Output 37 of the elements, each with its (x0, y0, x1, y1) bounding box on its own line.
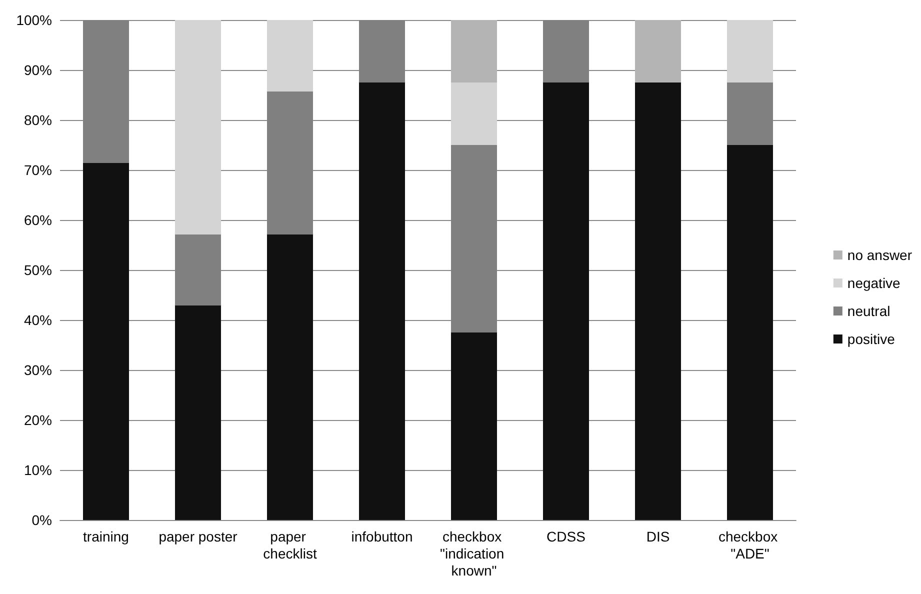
x-tick-label: paper poster (158, 528, 238, 544)
y-tick-label: 60% (24, 212, 52, 228)
legend-label: negative (847, 275, 901, 291)
bar (727, 20, 773, 82)
y-tick-label: 10% (24, 462, 52, 478)
x-tick-label: checkbox "ADE" (718, 528, 782, 562)
y-tick-label: 50% (24, 262, 52, 278)
bar (359, 82, 405, 520)
y-tick-label: 40% (24, 312, 52, 328)
legend-label: neutral (847, 303, 890, 319)
x-tick-label: CDSS (546, 528, 586, 544)
x-tick-label: training (83, 528, 129, 544)
bar (543, 82, 589, 520)
x-tick-label: paper checklist (263, 528, 317, 562)
x-tick-label: DIS (646, 528, 670, 544)
bar (83, 163, 129, 520)
bar (635, 20, 681, 82)
y-tick-label: 100% (16, 12, 52, 28)
bar (175, 20, 221, 234)
y-tick-label: 0% (32, 512, 52, 528)
bar (175, 306, 221, 520)
y-tick-label: 80% (24, 112, 52, 128)
y-tick-label: 20% (24, 412, 52, 428)
bar (451, 332, 497, 520)
legend-label: positive (847, 331, 896, 347)
y-tick-label: 70% (24, 162, 52, 178)
x-tick-label: checkbox "indication known" (440, 528, 508, 578)
y-tick-label: 90% (24, 62, 52, 78)
y-tick-label: 30% (24, 362, 52, 378)
bar (451, 20, 497, 82)
x-tick-label: infobutton (351, 528, 413, 544)
bar (635, 82, 681, 520)
bar (267, 20, 313, 92)
bar (267, 234, 313, 520)
bar (727, 145, 773, 520)
legend-label: no answer (847, 247, 912, 263)
bar (451, 82, 497, 145)
